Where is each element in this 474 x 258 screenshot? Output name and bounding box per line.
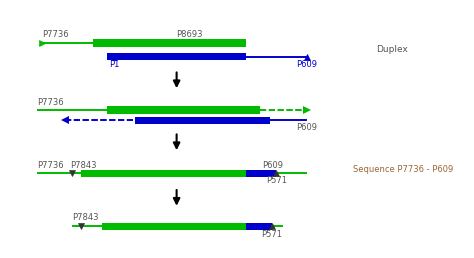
Text: P7736: P7736: [37, 98, 64, 107]
Bar: [102, 223, 246, 230]
Bar: [107, 53, 246, 60]
Bar: [246, 223, 272, 230]
Bar: [246, 170, 276, 177]
Text: Sequence P7736 - P609: Sequence P7736 - P609: [353, 165, 453, 174]
Bar: [93, 39, 246, 47]
Text: P7736: P7736: [37, 161, 64, 170]
Text: P609: P609: [263, 161, 283, 170]
Text: P7843: P7843: [70, 161, 96, 170]
Text: P1: P1: [109, 60, 119, 69]
Text: P7843: P7843: [72, 214, 99, 222]
Text: P571: P571: [261, 230, 283, 239]
Text: P609: P609: [296, 123, 317, 132]
Text: P7736: P7736: [42, 30, 69, 39]
Text: P571: P571: [266, 176, 287, 185]
Bar: [135, 117, 270, 124]
Text: P609: P609: [296, 60, 317, 69]
Bar: [82, 170, 246, 177]
Bar: [107, 107, 260, 114]
Text: P8693: P8693: [177, 30, 203, 39]
Text: Duplex: Duplex: [376, 45, 408, 54]
